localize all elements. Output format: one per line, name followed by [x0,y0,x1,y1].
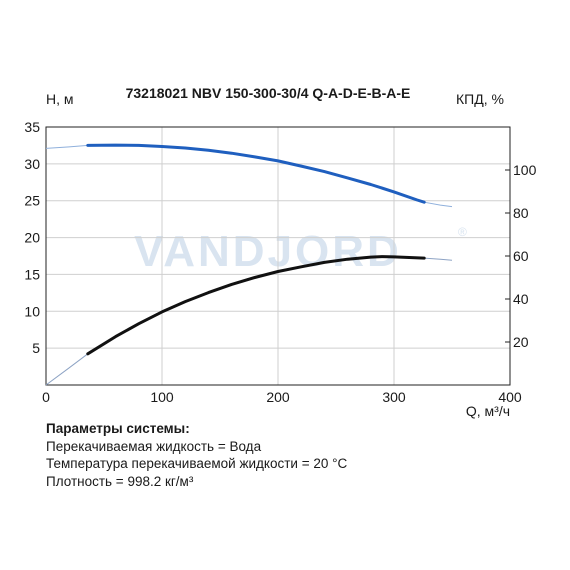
y-axis-right: 20 40 60 80 100 [505,162,537,350]
x-tick-label: 100 [150,389,174,405]
y-left-tick-label: 5 [32,340,40,356]
x-axis: 0 100 200 300 400 [42,389,522,405]
params-title: Параметры системы: [46,421,190,436]
y-left-tick-label: 35 [24,119,40,135]
y-left-tick-label: 15 [24,266,40,282]
y-left-tick-label: 10 [24,303,40,319]
y-right-tick-label: 20 [513,334,529,350]
x-label: Q, м³/ч [466,403,510,419]
system-params: Параметры системы: Перекачиваемая жидкос… [46,420,347,490]
y-right-label: КПД, % [456,91,504,107]
efficiency-curve [86,255,426,356]
watermark-registered: ® [458,225,467,239]
head-curve-full [45,144,453,208]
params-line-density: Плотность = 998.2 кг/м³ [46,473,194,489]
chart-title: 73218021 NBV 150-300-30/4 Q-A-D-E-B-A-E [126,85,411,101]
y-right-tick-label: 60 [513,248,529,264]
y-left-tick-label: 20 [24,230,40,246]
y-right-tick-label: 40 [513,291,529,307]
x-tick-label: 300 [382,389,406,405]
y-axis-left: 5 10 15 20 25 30 35 [24,119,40,356]
head-curve [86,143,426,204]
x-tick-label: 200 [266,389,290,405]
y-left-tick-label: 25 [24,193,40,209]
series-layer [45,143,453,386]
watermark-text: VANDJORD [134,227,402,276]
params-line-temperature: Температура перекачиваемой жидкости = 20… [46,456,348,471]
y-right-tick-label: 100 [513,162,537,178]
x-tick-label: 0 [42,389,50,405]
grid [46,127,510,385]
y-left-tick-label: 30 [24,156,40,172]
y-right-tick-label: 80 [513,205,529,221]
x-tick-label: 400 [498,389,522,405]
y-left-label: Н, м [46,91,74,107]
params-line-fluid: Перекачиваемая жидкость = Вода [46,438,262,454]
